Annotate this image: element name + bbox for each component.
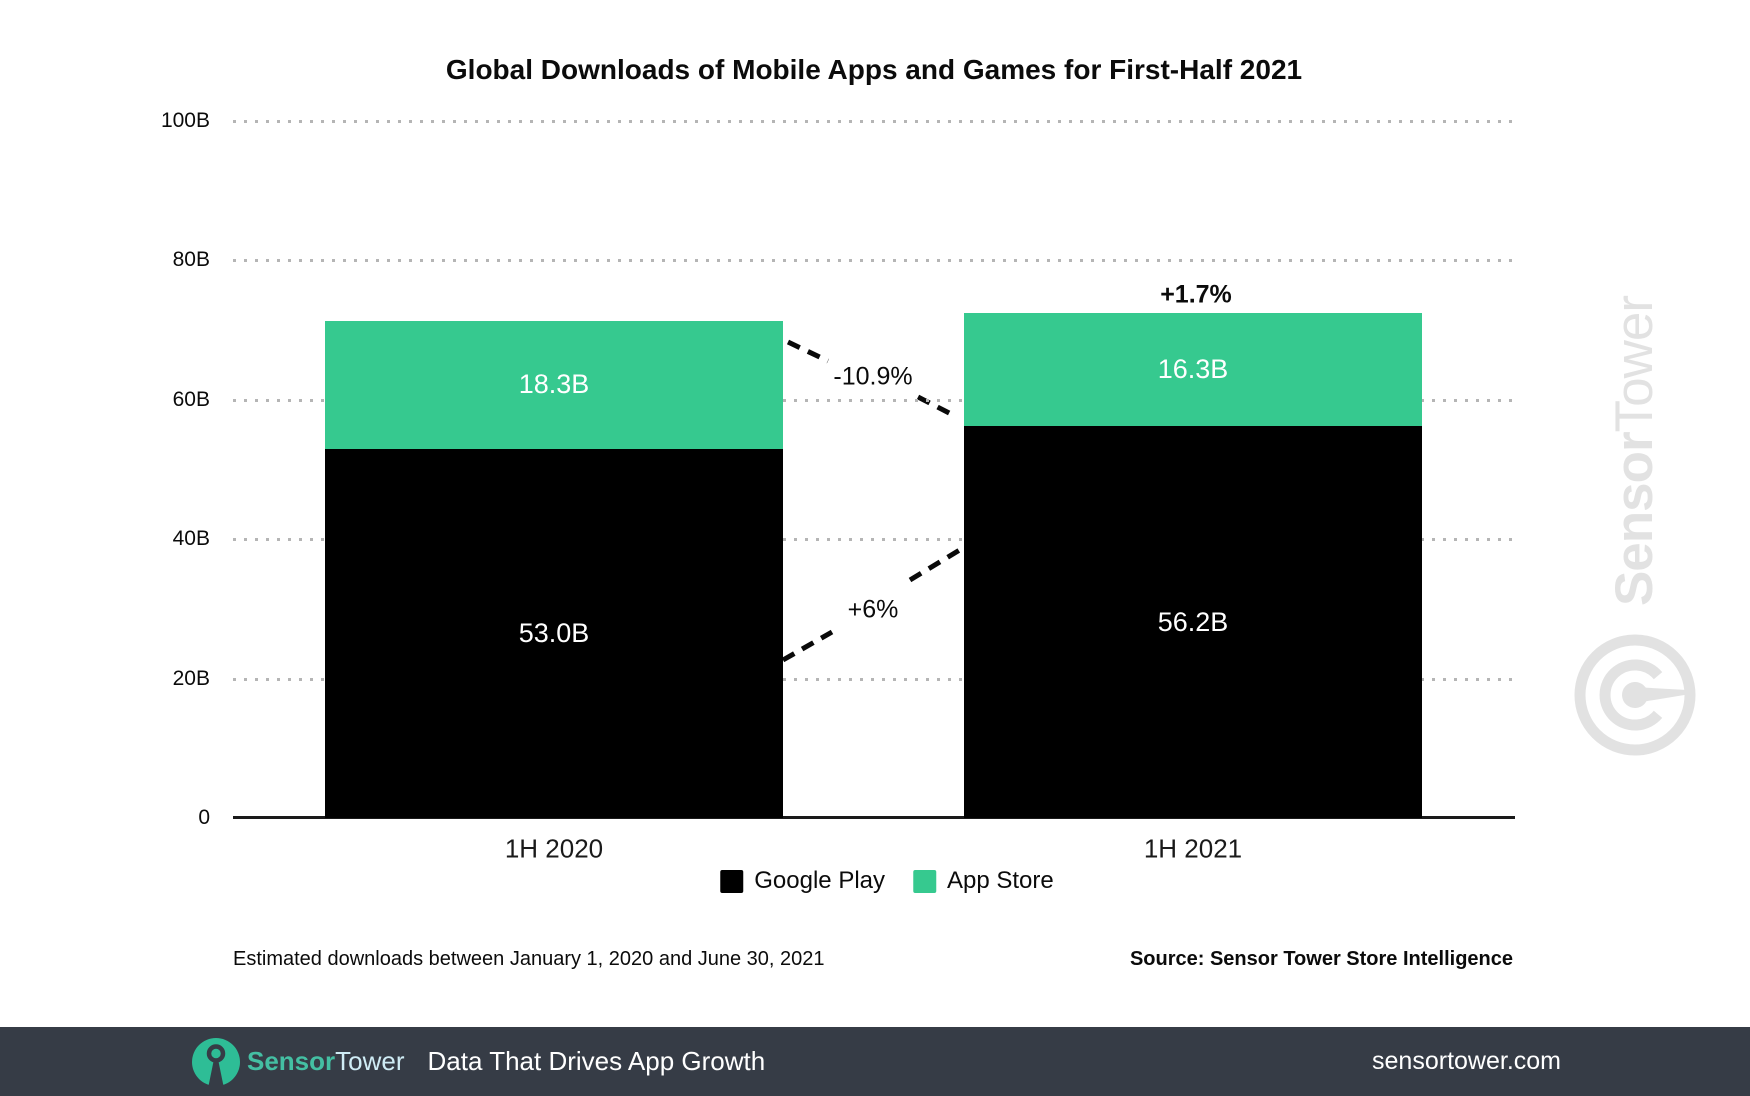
source-text: Source: Sensor Tower Store Intelligence	[1129, 948, 1513, 970]
watermark-sensor: Sensor	[1605, 432, 1664, 607]
chart-title: Global Downloads of Mobile Apps and Game…	[445, 54, 1303, 85]
bar-1h-2020-google-play: 53.0B	[325, 448, 783, 818]
x-axis-line	[233, 816, 1515, 819]
annotation-appstore-change: -10.9%	[833, 362, 913, 391]
bar-1h-2020-app-store: 18.3B	[325, 321, 783, 449]
annotation-googleplay-change: +6%	[847, 595, 899, 624]
bar-1h-2021-google-play: 56.2B	[964, 426, 1422, 818]
gridline-20B	[233, 677, 1513, 681]
footer-tagline: Data That Drives App Growth	[427, 1046, 766, 1076]
legend-label: App Store	[947, 867, 1054, 894]
sensortower-watermark-text: SensorTower	[1605, 271, 1664, 631]
x-tick-1h-2020: 1H 2020	[504, 833, 604, 864]
gridline-80B	[233, 259, 1513, 263]
x-tick-1h-2021: 1H 2021	[1143, 833, 1243, 864]
legend-swatch-icon	[913, 869, 937, 893]
googleplay-change-line-left	[781, 629, 834, 663]
y-tick-20B: 20B	[172, 666, 210, 690]
annotation-total-change: +1.7%	[1160, 280, 1232, 309]
legend-label: Google Play	[754, 867, 886, 894]
bar-value-label: 53.0B	[518, 617, 590, 648]
bar-value-label: 18.3B	[518, 369, 590, 400]
bar-1h-2021-app-store: 16.3B	[964, 312, 1422, 427]
googleplay-change-line-right	[908, 545, 965, 583]
legend-item-app-store: App Store	[913, 867, 1054, 895]
gridline-100B	[233, 120, 1513, 123]
legend-swatch-icon	[720, 869, 744, 893]
appstore-change-line-left	[786, 339, 830, 364]
footer-bar: SensorTower Data That Drives App Growth …	[0, 1027, 1750, 1096]
gridline-40B	[233, 538, 1513, 542]
sensortower-logo-icon	[192, 1037, 240, 1086]
legend-item-google-play: Google Play	[720, 867, 885, 895]
footer-brand-sensor: Sensor	[247, 1046, 336, 1076]
y-tick-80B: 80B	[172, 248, 210, 272]
y-tick-0: 0	[198, 806, 210, 829]
footnote-text: Estimated downloads between January 1, 2…	[233, 948, 825, 970]
footer-url-link[interactable]: sensortower.com	[1372, 1047, 1561, 1075]
footer-brand: SensorTower	[247, 1046, 405, 1077]
bar-value-label: 16.3B	[1157, 353, 1229, 384]
y-tick-100B: 100B	[160, 109, 210, 132]
watermark-tower: Tower	[1605, 295, 1664, 433]
bar-value-label: 56.2B	[1157, 606, 1229, 637]
chart-legend: Google Play App Store	[720, 867, 1054, 895]
footer-brand-tower: Tower	[335, 1046, 405, 1076]
y-tick-40B: 40B	[172, 527, 210, 551]
sensortower-watermark-logo-icon	[1574, 634, 1696, 756]
y-tick-60B: 60B	[172, 387, 210, 411]
gridline-60B	[233, 398, 1513, 402]
